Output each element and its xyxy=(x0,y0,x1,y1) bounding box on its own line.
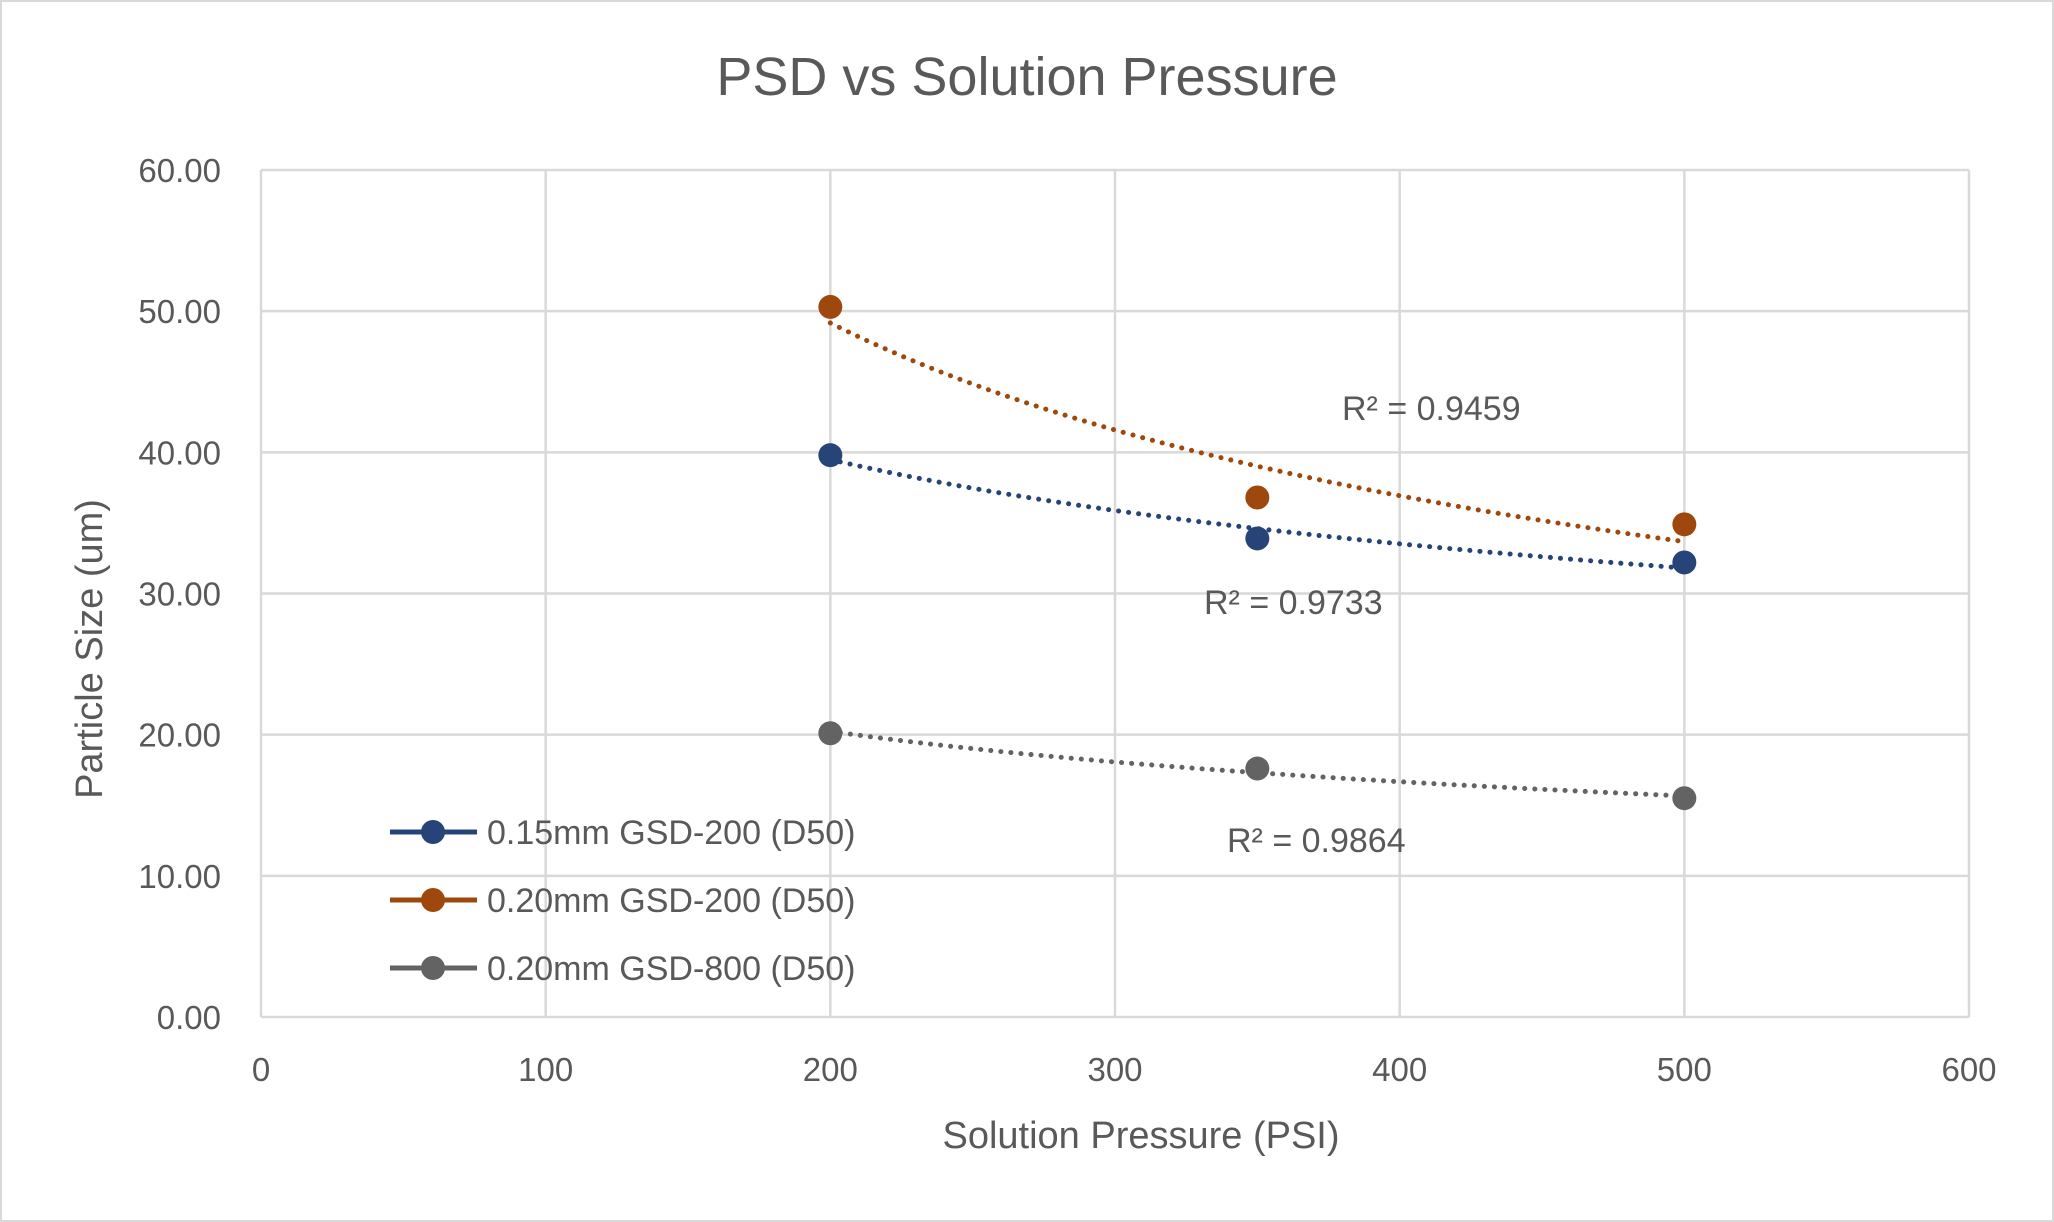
legend-marker xyxy=(421,956,445,980)
y-tick-label: 40.00 xyxy=(138,434,221,471)
legend-label: 0.20mm GSD-200 (D50) xyxy=(487,882,855,920)
y-tick-label: 30.00 xyxy=(138,576,221,613)
legend-marker xyxy=(421,820,445,844)
data-point xyxy=(1672,786,1697,811)
legend-label: 0.15mm GSD-200 (D50) xyxy=(487,814,855,852)
trendlines xyxy=(827,320,1687,799)
x-tick-label: 400 xyxy=(1372,1051,1427,1088)
data-point xyxy=(818,721,843,746)
x-tick-label: 300 xyxy=(1087,1051,1142,1088)
data-point xyxy=(818,443,843,468)
x-tick-labels: 0 100 200 300 400 500 600 xyxy=(252,1051,1997,1088)
data-point xyxy=(1245,526,1270,551)
x-tick-label: 500 xyxy=(1657,1051,1712,1088)
data-point xyxy=(1245,756,1270,781)
x-axis-title: Solution Pressure (PSI) xyxy=(942,1115,1339,1157)
y-axis-title: Particle Size (um) xyxy=(69,499,111,799)
y-tick-label: 20.00 xyxy=(138,717,221,754)
y-tick-labels: 0.00 10.00 20.00 30.00 40.00 50.00 60.00 xyxy=(138,152,221,1036)
x-tick-label: 0 xyxy=(252,1051,270,1088)
legend-marker xyxy=(421,888,445,912)
x-tick-label: 100 xyxy=(518,1051,573,1088)
y-tick-label: 60.00 xyxy=(138,152,221,189)
r-squared-label: R² = 0.9733 xyxy=(1204,584,1383,622)
legend: 0.15mm GSD-200 (D50) 0.20mm GSD-200 (D50)… xyxy=(390,814,855,988)
y-tick-label: 10.00 xyxy=(138,858,221,895)
chart-title: PSD vs Solution Pressure xyxy=(716,47,1337,107)
data-points xyxy=(818,294,1697,811)
y-tick-label: 50.00 xyxy=(138,293,221,330)
r-squared-label: R² = 0.9864 xyxy=(1227,822,1406,860)
trendline xyxy=(827,457,1687,571)
data-point xyxy=(1245,485,1270,510)
x-tick-label: 200 xyxy=(803,1051,858,1088)
r-squared-label: R² = 0.9459 xyxy=(1342,390,1521,428)
r-squared-labels: R² = 0.9733 R² = 0.9459 R² = 0.9864 xyxy=(1204,390,1521,860)
legend-label: 0.20mm GSD-800 (D50) xyxy=(487,950,855,988)
data-point xyxy=(818,294,843,319)
trendline xyxy=(827,728,1687,799)
x-tick-label: 600 xyxy=(1941,1051,1996,1088)
y-tick-label: 0.00 xyxy=(157,999,221,1036)
data-point xyxy=(1672,512,1697,537)
data-point xyxy=(1672,550,1697,575)
